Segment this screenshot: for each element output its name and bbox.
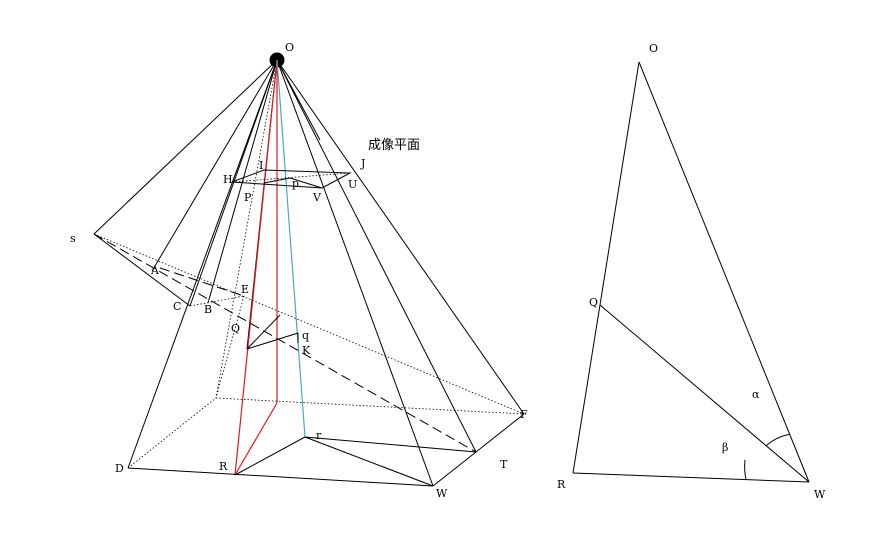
red-ray-O-R: [234, 59, 278, 476]
label-B: B: [204, 303, 212, 316]
image-plane-dotted-edge: [231, 172, 351, 183]
base-edge-D-back: [127, 397, 217, 469]
image-plane: [231, 169, 352, 189]
ground-R-r: [234, 436, 306, 476]
cyan-ray-O-r: [276, 59, 306, 438]
base-edge-back-F: [215, 397, 525, 415]
ray-O-A: [151, 59, 278, 272]
label-right-Q: Q: [589, 296, 598, 309]
angle-beta-arc: [744, 459, 747, 480]
right-triangle-figure: O Q R W α β: [557, 42, 826, 501]
label-W: W: [436, 487, 448, 500]
ray-O-hidden: [215, 59, 278, 399]
edge-O-R: [572, 61, 640, 474]
red-ray-base-R: [234, 402, 278, 476]
label-U: U: [348, 178, 357, 191]
label-I: I: [259, 159, 263, 172]
label-Q: Q: [231, 322, 240, 335]
ray-O-D: [127, 59, 278, 469]
label-H: H: [223, 173, 233, 186]
label-right-W: W: [814, 488, 826, 501]
left-pyramid-figure: O J 成像平面 H I p U P V s A E C B Q q K F r…: [70, 41, 528, 500]
label-F: F: [520, 408, 528, 421]
ray-O-T: [276, 59, 477, 453]
ray-O-C: [189, 59, 278, 307]
label-alpha: α: [752, 388, 760, 401]
plane-s-B: [93, 233, 191, 307]
label-T: T: [500, 458, 508, 471]
label-R: R: [219, 460, 228, 473]
label-r: r: [316, 429, 322, 442]
angle-alpha-arc: [765, 433, 790, 446]
label-q: q: [302, 329, 309, 342]
label-C: C: [173, 300, 181, 313]
ground-r-T: [304, 436, 477, 453]
label-right-R: R: [557, 478, 566, 491]
label-K: K: [302, 344, 311, 357]
plane-s-dashed-T: [93, 233, 477, 453]
small-Q-q: [246, 332, 299, 350]
label-P: P: [244, 191, 252, 204]
label-O: O: [285, 41, 294, 54]
label-J: J: [360, 157, 365, 170]
base-edge-D-W: [127, 467, 434, 487]
label-right-O: O: [649, 42, 658, 55]
ground-r-W: [304, 436, 434, 487]
plane-C-E: [189, 295, 245, 307]
label-A: A: [150, 264, 160, 277]
ray-O-s: [93, 59, 278, 235]
small-Q-top: [246, 314, 281, 350]
image-plane-line-p: [263, 177, 291, 184]
ray-O-r: [276, 59, 321, 141]
ray-O-F: [276, 59, 525, 415]
label-E: E: [241, 283, 249, 296]
plane-E-back: [215, 295, 245, 399]
label-p: p: [292, 177, 299, 190]
plane-s-F-dotted: [93, 233, 525, 415]
base-edge-W-F: [432, 413, 525, 487]
label-image-plane: 成像平面: [368, 138, 420, 153]
label-beta: β: [722, 441, 728, 454]
label-s: s: [70, 232, 76, 245]
image-plane-line-pV: [289, 177, 323, 189]
edge-O-W: [638, 61, 810, 483]
ray-O-W: [276, 59, 434, 487]
edge-Q-W: [599, 304, 810, 483]
label-D: D: [115, 462, 124, 475]
label-V: V: [312, 191, 322, 204]
edge-R-W: [572, 472, 810, 483]
